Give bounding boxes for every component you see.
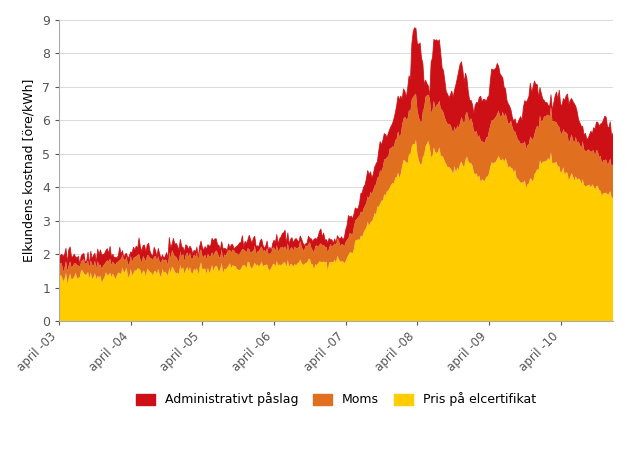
Y-axis label: Elkundens kostnad [öre/kWh]: Elkundens kostnad [öre/kWh]	[22, 79, 35, 262]
Legend: Administrativt påslag, Moms, Pris på elcertifikat: Administrativt påslag, Moms, Pris på elc…	[131, 388, 541, 411]
